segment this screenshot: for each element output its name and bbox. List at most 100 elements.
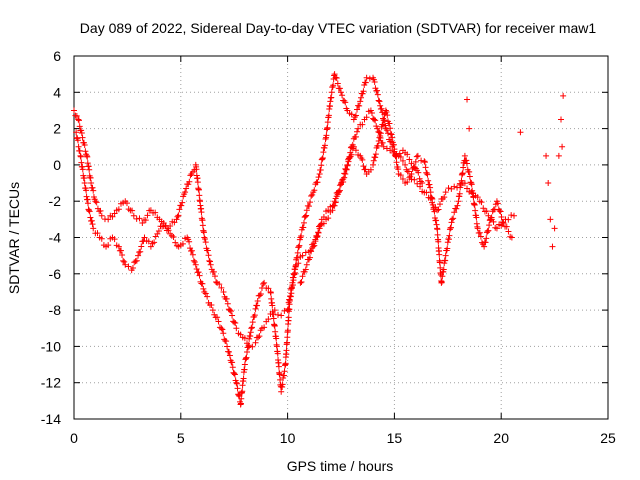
y-tick-label: -6 <box>49 266 62 282</box>
data-point <box>297 234 304 241</box>
data-point <box>473 214 480 221</box>
data-point <box>276 371 283 378</box>
data-point <box>136 215 143 222</box>
data-point <box>500 219 507 226</box>
data-point <box>285 314 292 321</box>
data-point <box>423 189 430 196</box>
data-point <box>321 144 328 151</box>
data-point <box>517 129 524 136</box>
data-point <box>117 247 124 254</box>
data-point <box>351 113 358 120</box>
data-point <box>424 171 431 178</box>
data-point <box>402 161 409 168</box>
data-point <box>488 214 495 221</box>
data-point <box>427 189 434 196</box>
data-point <box>82 148 89 155</box>
data-point <box>311 187 318 194</box>
data-point <box>384 112 391 119</box>
data-point <box>314 232 321 239</box>
data-point <box>383 108 390 115</box>
y-tick-label: 6 <box>53 48 61 64</box>
data-point <box>290 277 297 284</box>
data-point <box>199 280 206 287</box>
y-tick-label: -14 <box>41 411 61 427</box>
data-point <box>98 235 105 242</box>
data-point <box>325 112 332 119</box>
data-point <box>363 74 370 81</box>
data-point <box>283 347 290 354</box>
data-point <box>200 285 207 292</box>
data-point <box>94 230 101 237</box>
data-point <box>408 170 415 177</box>
data-point <box>442 189 449 196</box>
data-point <box>549 243 556 250</box>
data-point <box>192 261 199 268</box>
data-point <box>493 225 500 232</box>
data-point <box>182 189 189 196</box>
data-point <box>374 87 381 94</box>
data-point <box>186 238 193 245</box>
data-point <box>343 166 350 173</box>
x-axis-label: GPS time / hours <box>287 458 394 474</box>
data-point <box>387 147 394 154</box>
data-point <box>200 229 207 236</box>
data-point <box>241 335 248 342</box>
data-point <box>303 261 310 268</box>
data-point <box>508 212 515 219</box>
y-tick-label: 2 <box>53 121 61 137</box>
data-point <box>466 125 473 132</box>
data-point <box>218 325 225 332</box>
data-point <box>376 129 383 136</box>
data-point <box>399 157 406 164</box>
data-point <box>270 315 277 322</box>
data-point <box>210 268 217 275</box>
data-point <box>208 301 215 308</box>
data-point <box>372 117 379 124</box>
data-point <box>404 178 411 185</box>
data-point <box>359 156 366 163</box>
data-point <box>119 251 126 258</box>
data-point <box>242 355 249 362</box>
data-point <box>328 89 335 96</box>
data-point <box>194 179 201 186</box>
data-point <box>391 146 398 153</box>
data-point <box>261 279 268 286</box>
data-point <box>281 368 288 375</box>
data-point <box>220 330 227 337</box>
data-point <box>352 147 359 154</box>
data-point <box>71 107 77 114</box>
data-point <box>238 395 245 402</box>
data-point <box>78 130 85 137</box>
data-point <box>352 112 359 119</box>
data-point <box>315 229 322 236</box>
data-point <box>299 273 306 280</box>
data-point <box>440 266 447 273</box>
data-point <box>360 163 367 170</box>
data-point <box>318 162 325 169</box>
data-point <box>429 196 436 203</box>
data-point <box>191 259 198 266</box>
data-point <box>380 117 387 124</box>
data-point <box>79 166 86 173</box>
data-point <box>375 97 382 104</box>
data-point <box>480 205 487 212</box>
data-point <box>433 221 440 228</box>
data-point <box>314 179 321 186</box>
data-point <box>444 245 451 252</box>
data-point <box>141 234 148 241</box>
data-point <box>485 212 492 219</box>
data-point <box>296 242 303 249</box>
data-point <box>341 97 348 104</box>
data-point <box>474 225 481 232</box>
data-point <box>390 141 397 148</box>
data-point <box>76 123 83 130</box>
data-point <box>152 209 159 216</box>
data-point <box>206 257 213 264</box>
data-point <box>344 162 351 169</box>
data-point <box>389 134 396 141</box>
data-point <box>543 152 550 159</box>
data-point <box>302 266 309 273</box>
data-point <box>317 167 324 174</box>
data-point <box>256 292 263 299</box>
data-point <box>202 239 209 246</box>
